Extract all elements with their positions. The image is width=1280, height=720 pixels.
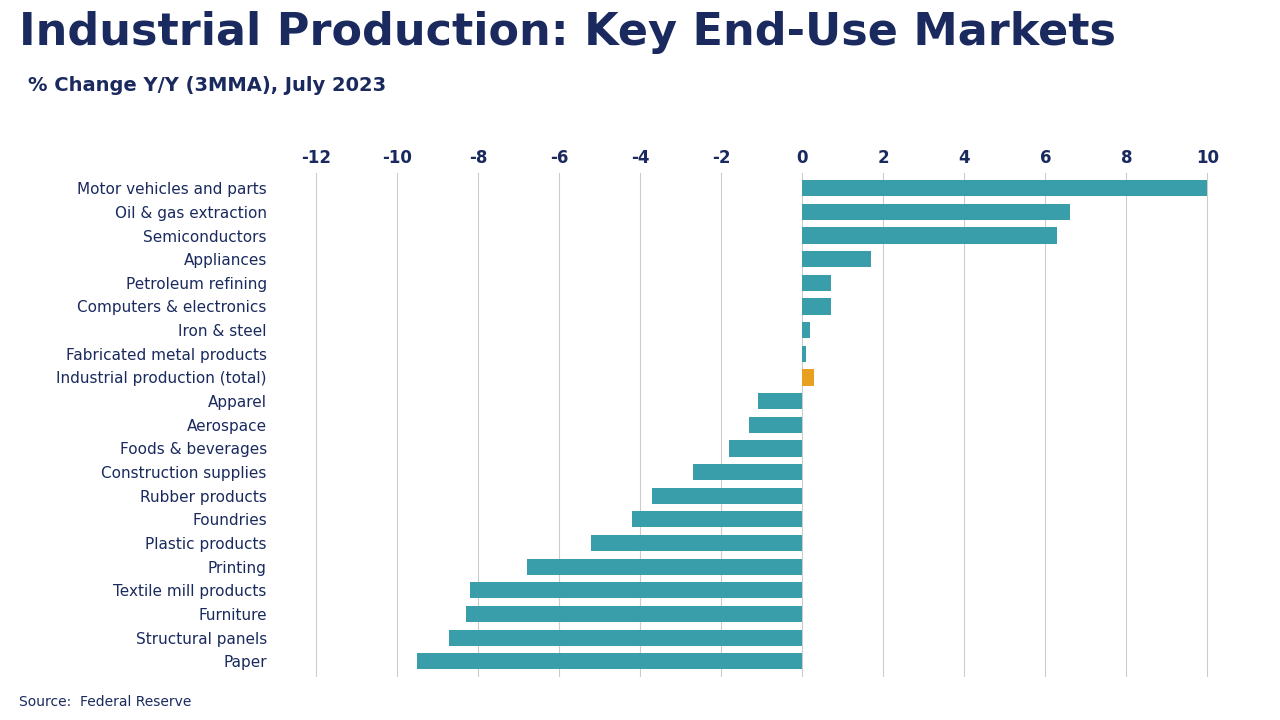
Bar [470, 582, 803, 598]
Bar [749, 417, 803, 433]
Bar [417, 653, 803, 670]
Text: Source:  Federal Reserve: Source: Federal Reserve [19, 696, 192, 709]
Bar [526, 559, 803, 575]
Bar [591, 535, 803, 551]
Text: % Change Y/Y (3MMA), July 2023: % Change Y/Y (3MMA), July 2023 [28, 76, 387, 94]
Bar [466, 606, 803, 622]
Bar [803, 346, 806, 362]
Bar [803, 180, 1207, 197]
Bar [652, 487, 803, 504]
Bar [632, 511, 803, 528]
Bar [758, 393, 803, 409]
Bar [803, 228, 1057, 243]
Bar [449, 630, 803, 646]
Bar [730, 441, 803, 456]
Bar [803, 251, 870, 267]
Bar [803, 299, 831, 315]
Bar [692, 464, 803, 480]
Bar [803, 275, 831, 291]
Bar [803, 322, 810, 338]
Text: Industrial Production: Key End-Use Markets: Industrial Production: Key End-Use Marke… [19, 11, 1116, 54]
Bar [803, 369, 814, 385]
Bar [803, 204, 1070, 220]
